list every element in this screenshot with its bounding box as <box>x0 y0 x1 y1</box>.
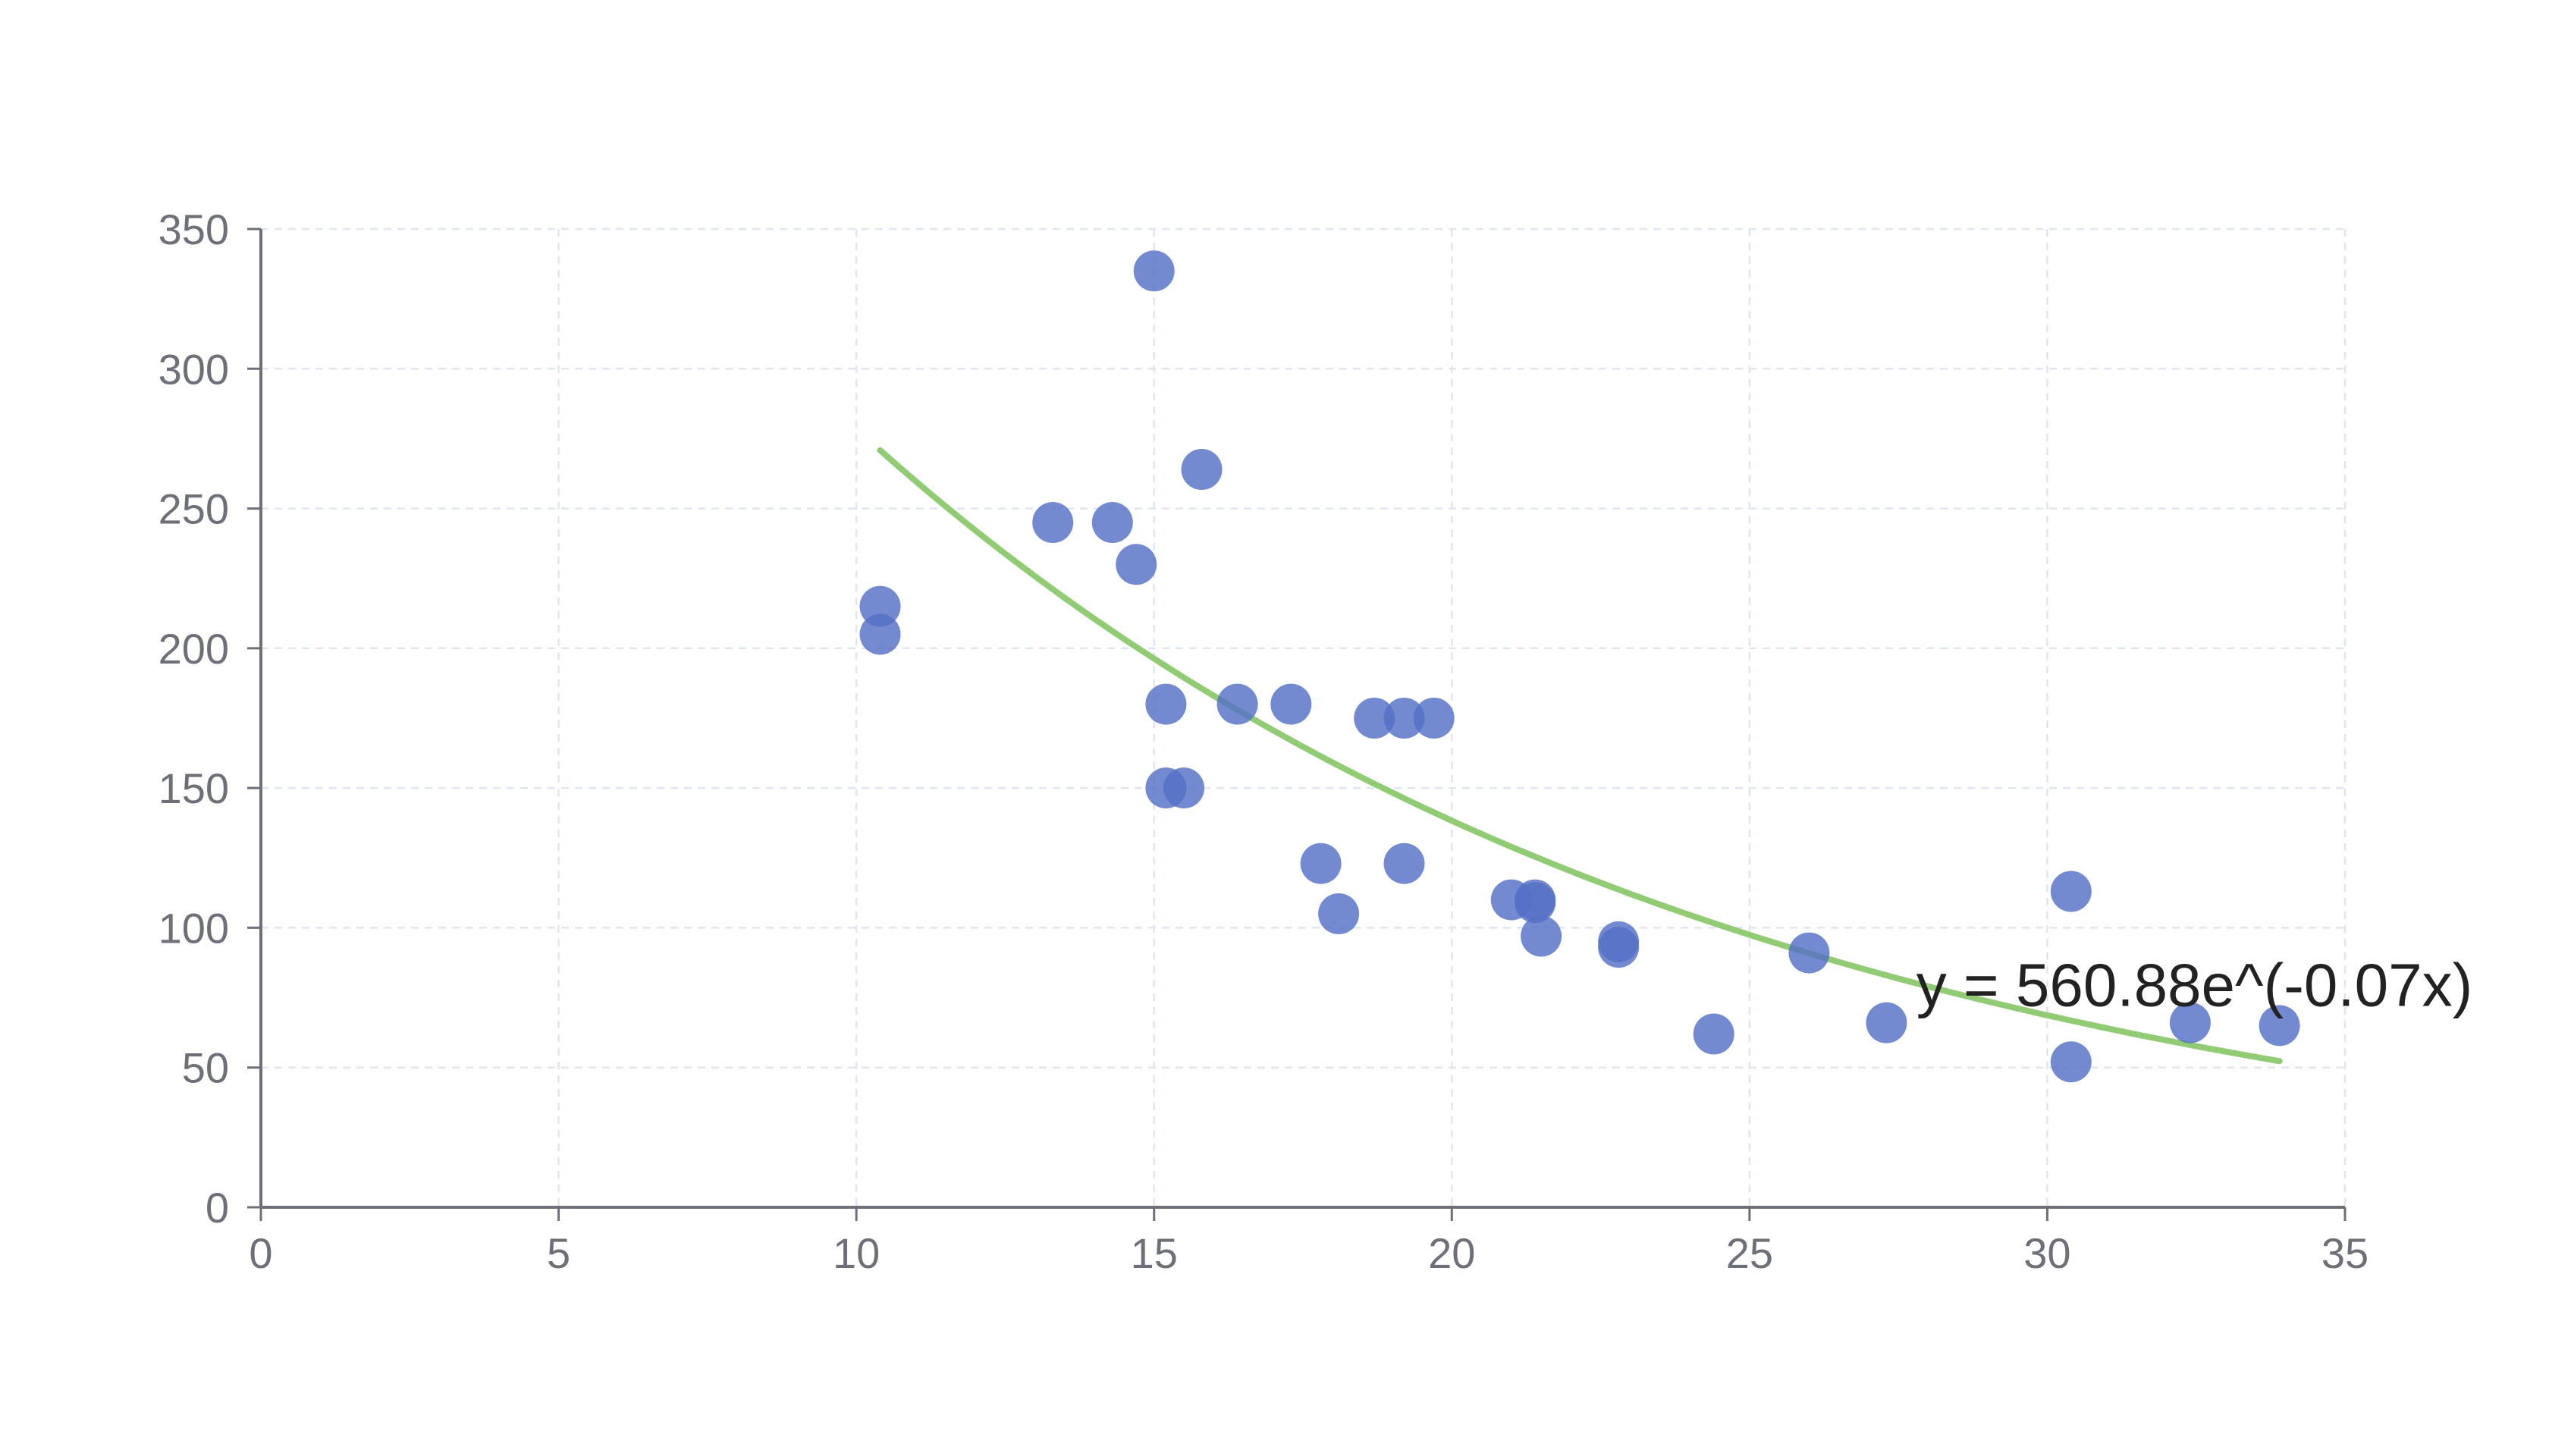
x-tick-label-25: 25 <box>1726 1229 1773 1277</box>
data-point-17 <box>1383 843 1425 884</box>
data-point-21 <box>1515 882 1556 924</box>
y-tick-label-200: 200 <box>159 625 229 673</box>
x-tick-label-35: 35 <box>2321 1229 2369 1277</box>
trendline-equation-label: y = 560.88e^(-0.07x) <box>1916 952 2473 1019</box>
data-point-8 <box>1145 683 1187 725</box>
data-point-18 <box>1318 893 1360 934</box>
y-tick-label-350: 350 <box>159 206 229 253</box>
y-tick-label-300: 300 <box>159 345 229 393</box>
x-axis-ticks: 0 5 10 15 20 25 30 35 <box>249 1207 2369 1277</box>
x-tick-label-10: 10 <box>833 1229 880 1277</box>
data-point-25 <box>1693 1013 1734 1055</box>
data-point-29 <box>2050 1041 2092 1083</box>
axes <box>259 229 2345 1209</box>
data-point-13 <box>1354 698 1395 739</box>
data-point-14 <box>1383 698 1425 739</box>
data-point-16 <box>1300 843 1342 884</box>
data-point-2 <box>859 613 901 655</box>
y-tick-label-50: 50 <box>182 1044 229 1092</box>
y-tick-label-250: 250 <box>159 485 229 533</box>
trendline-layer <box>877 447 2283 1065</box>
data-point-30 <box>2169 1002 2211 1043</box>
data-point-22 <box>1521 915 1562 957</box>
y-tick-label-0: 0 <box>206 1184 229 1232</box>
data-point-9 <box>1216 683 1258 725</box>
data-point-28 <box>2050 871 2092 912</box>
data-point-3 <box>1032 502 1074 543</box>
data-point-24 <box>1598 927 1640 968</box>
y-tick-label-100: 100 <box>159 904 229 952</box>
data-point-10 <box>1270 683 1312 725</box>
data-point-27 <box>1866 1002 1907 1043</box>
data-point-15 <box>1413 698 1455 739</box>
y-axis-ticks: 0 50 100 150 200 250 300 350 <box>159 206 261 1232</box>
x-tick-label-20: 20 <box>1428 1229 1475 1277</box>
grid-lines <box>261 228 2347 1207</box>
data-point-7 <box>1181 449 1223 490</box>
data-point-4 <box>1091 502 1133 543</box>
data-point-26 <box>1788 932 1830 974</box>
x-tick-label-5: 5 <box>547 1229 570 1277</box>
data-point-6 <box>1133 250 1175 292</box>
y-tick-label-150: 150 <box>159 764 229 812</box>
x-tick-label-0: 0 <box>249 1229 272 1277</box>
trendline <box>877 447 2283 1065</box>
x-tick-label-15: 15 <box>1131 1229 1178 1277</box>
x-tick-label-30: 30 <box>2023 1229 2070 1277</box>
data-point-31 <box>2259 1005 2300 1046</box>
data-points <box>859 250 2300 1083</box>
data-point-12 <box>1163 767 1204 809</box>
data-point-5 <box>1116 544 1157 585</box>
